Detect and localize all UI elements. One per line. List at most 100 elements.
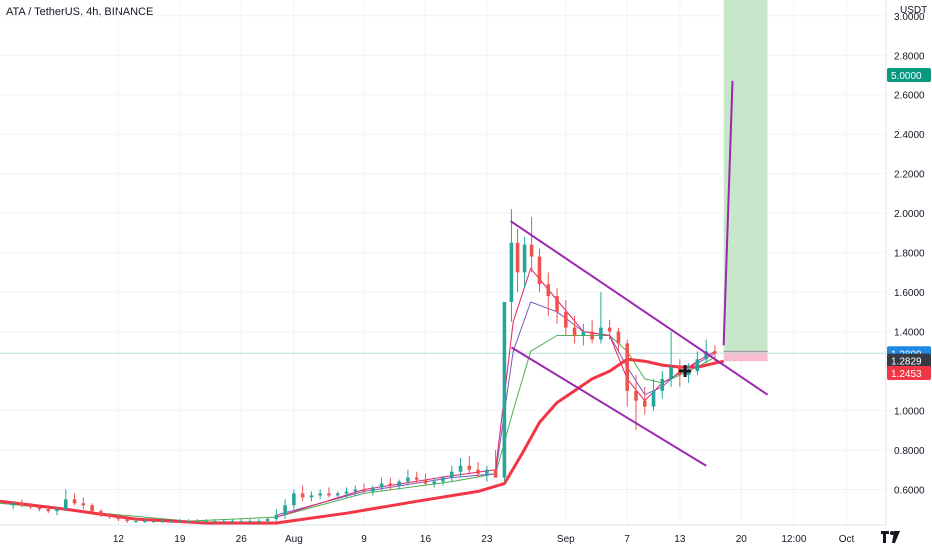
candle (406, 469, 410, 486)
x-tick-label: 9 (361, 534, 367, 545)
channel-upper-line (509, 220, 769, 396)
y-tick-label: 2.6000 (894, 91, 925, 102)
projection-line (722, 80, 734, 346)
candle (522, 236, 527, 289)
candle (230, 519, 235, 524)
ma-long-line (0, 357, 725, 525)
candle (686, 363, 691, 383)
candle (695, 351, 700, 375)
y-tick-label: 2.8000 (894, 51, 925, 62)
candle (169, 519, 173, 524)
target-badge (887, 68, 931, 82)
candle (485, 465, 489, 482)
candle (107, 513, 112, 520)
candle (344, 487, 349, 498)
candle (414, 471, 419, 484)
grid (0, 0, 886, 525)
close-badge (887, 353, 931, 368)
candle (204, 519, 208, 524)
candle (283, 499, 287, 520)
candle (388, 477, 393, 490)
y-tick-label: 3.0000 (894, 12, 925, 23)
candle (669, 331, 673, 387)
candle (458, 457, 463, 478)
y-tick-label: 1.0000 (894, 407, 925, 418)
channel-lower-line (510, 346, 707, 467)
x-tick-label: 13 (674, 534, 686, 545)
candle (616, 327, 621, 352)
candle (529, 217, 534, 273)
candle (467, 455, 472, 474)
candle (37, 505, 42, 512)
x-tick-label: 12 (113, 534, 125, 545)
x-tick-label: Aug (285, 534, 303, 545)
candle (239, 519, 244, 524)
candle (353, 485, 358, 496)
y-tick-label: 2.0000 (894, 209, 925, 220)
candle (493, 450, 498, 478)
x-tick-label: 23 (481, 534, 493, 545)
x-tick-label: 26 (236, 534, 248, 545)
candle (292, 489, 296, 510)
candle (449, 465, 454, 482)
ma-badge (887, 365, 931, 380)
candle (90, 503, 94, 514)
y-tick-label: 2.2000 (894, 170, 925, 181)
candle (318, 489, 322, 500)
axes: USDT (0, 0, 927, 526)
candle (441, 475, 445, 486)
candle (564, 300, 568, 336)
symbol-title: ATA / TetherUS, 4h, BINANCE (6, 6, 154, 18)
candle (178, 519, 182, 524)
candle (256, 519, 261, 524)
candle (28, 503, 33, 510)
candle (55, 507, 59, 516)
x-tick-label: 20 (736, 534, 748, 545)
candle (116, 515, 121, 522)
candle (300, 485, 305, 502)
ma-badge-label: 1.2453 (891, 369, 922, 380)
candle (678, 359, 682, 387)
candle (509, 209, 514, 322)
close-badge-label: 1.2829 (891, 357, 922, 368)
candle (327, 487, 331, 498)
channel-drawings (509, 80, 769, 467)
x-tick-label: 7 (624, 534, 630, 545)
candle (309, 491, 314, 502)
y-tick-label: 1.4000 (894, 328, 925, 339)
candle (99, 509, 103, 518)
target-badge-label: 5.0000 (891, 71, 922, 82)
candle (660, 371, 665, 399)
candle (134, 519, 138, 524)
candle (634, 375, 638, 431)
tradingview-logo (881, 531, 900, 543)
crosshair-cursor (679, 365, 692, 378)
candle (651, 378, 656, 411)
y-axis: 3.0000 2.8000 2.6000 2.4000 2.2000 2.0000 1.80… (894, 12, 925, 497)
candle (81, 497, 86, 510)
candle (546, 272, 551, 316)
candle (274, 509, 279, 522)
candle (572, 315, 577, 344)
candle (555, 288, 559, 324)
candle (213, 519, 217, 524)
candle (537, 248, 542, 293)
candle (20, 499, 24, 508)
candles (11, 209, 717, 524)
candle (63, 489, 68, 512)
candle (607, 319, 612, 340)
moving-averages (0, 267, 725, 525)
y-tick-label: 0.6000 (894, 485, 925, 496)
candle (142, 519, 147, 524)
candle (599, 292, 603, 344)
candle (502, 301, 507, 482)
x-tick-label: Oct (839, 534, 855, 545)
candle (46, 505, 51, 514)
candle (379, 477, 384, 492)
y-tick-label: 1.6000 (894, 288, 925, 299)
candle (125, 517, 129, 524)
x-tick-label: 16 (420, 534, 432, 545)
candle (371, 485, 375, 496)
